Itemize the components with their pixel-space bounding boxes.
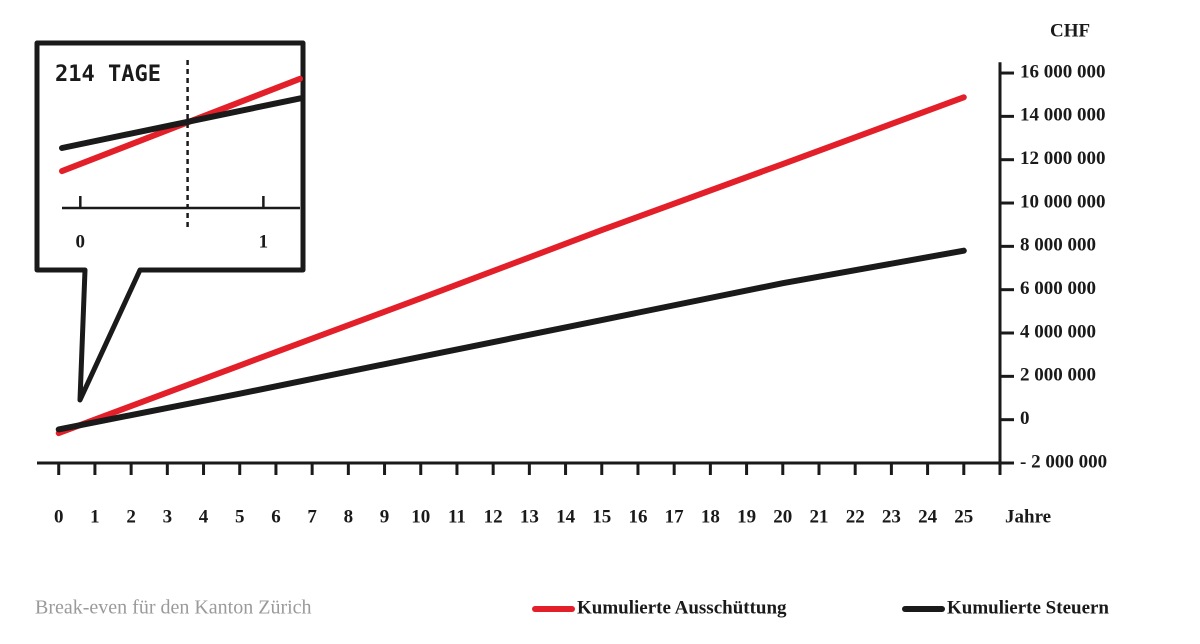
- y-tick-label: 8 000 000: [1020, 235, 1096, 256]
- x-tick-label: 10: [411, 506, 430, 527]
- x-tick-label: 20: [773, 506, 792, 527]
- x-tick-label: 14: [556, 506, 576, 527]
- x-tick-label: 7: [307, 506, 317, 527]
- x-tick-label: 9: [380, 506, 390, 527]
- x-tick-label: 5: [235, 506, 245, 527]
- x-tick-label: 8: [344, 506, 354, 527]
- y-tick-label: 6 000 000: [1020, 278, 1096, 299]
- x-tick-label: 0: [54, 506, 64, 527]
- x-tick-label: 2: [126, 506, 136, 527]
- x-tick-label: 16: [628, 506, 647, 527]
- inset-x-tick-label: 1: [259, 231, 269, 252]
- y-tick-label: 14 000 000: [1020, 105, 1106, 126]
- legend-label: Kumulierte Steuern: [947, 597, 1109, 618]
- x-tick-label: 23: [882, 506, 901, 527]
- x-axis-label: Jahre: [1005, 506, 1051, 527]
- x-tick-label: 13: [520, 506, 539, 527]
- y-tick-label: 10 000 000: [1020, 191, 1106, 212]
- y-tick-label: 16 000 000: [1020, 61, 1106, 82]
- x-tick-label: 25: [954, 506, 973, 527]
- x-tick-label: 6: [271, 506, 281, 527]
- x-tick-label: 11: [448, 506, 466, 527]
- x-tick-label: 3: [163, 506, 173, 527]
- caption: Break-even für den Kanton Zürich: [35, 597, 312, 619]
- series-line: [55, 94, 967, 437]
- x-tick-label: 21: [809, 506, 828, 527]
- legend-label: Kumulierte Ausschüttung: [577, 597, 787, 618]
- x-tick-label: 15: [592, 506, 611, 527]
- x-tick-label: 24: [918, 506, 938, 527]
- y-tick-label: - 2 000 000: [1020, 451, 1107, 472]
- x-tick-label: 17: [665, 506, 685, 527]
- x-tick-label: 22: [846, 506, 865, 527]
- y-unit: CHF: [1050, 20, 1090, 41]
- y-tick-label: 0: [1020, 408, 1030, 429]
- x-tick-label: 18: [701, 506, 720, 527]
- x-tick-label: 4: [199, 506, 209, 527]
- x-tick-label: 19: [737, 506, 756, 527]
- series-line: [55, 247, 967, 433]
- y-tick-label: 2 000 000: [1020, 365, 1096, 386]
- inset-x-tick-label: 0: [76, 231, 86, 252]
- y-tick-label: 12 000 000: [1020, 148, 1106, 169]
- inset-box: [34, 40, 306, 403]
- x-tick-label: 12: [484, 506, 503, 527]
- y-tick-label: 4 000 000: [1020, 321, 1096, 342]
- series-line: [59, 95, 303, 151]
- inset-annotation: 214 TAGE: [55, 62, 161, 87]
- x-tick-label: 1: [90, 506, 100, 527]
